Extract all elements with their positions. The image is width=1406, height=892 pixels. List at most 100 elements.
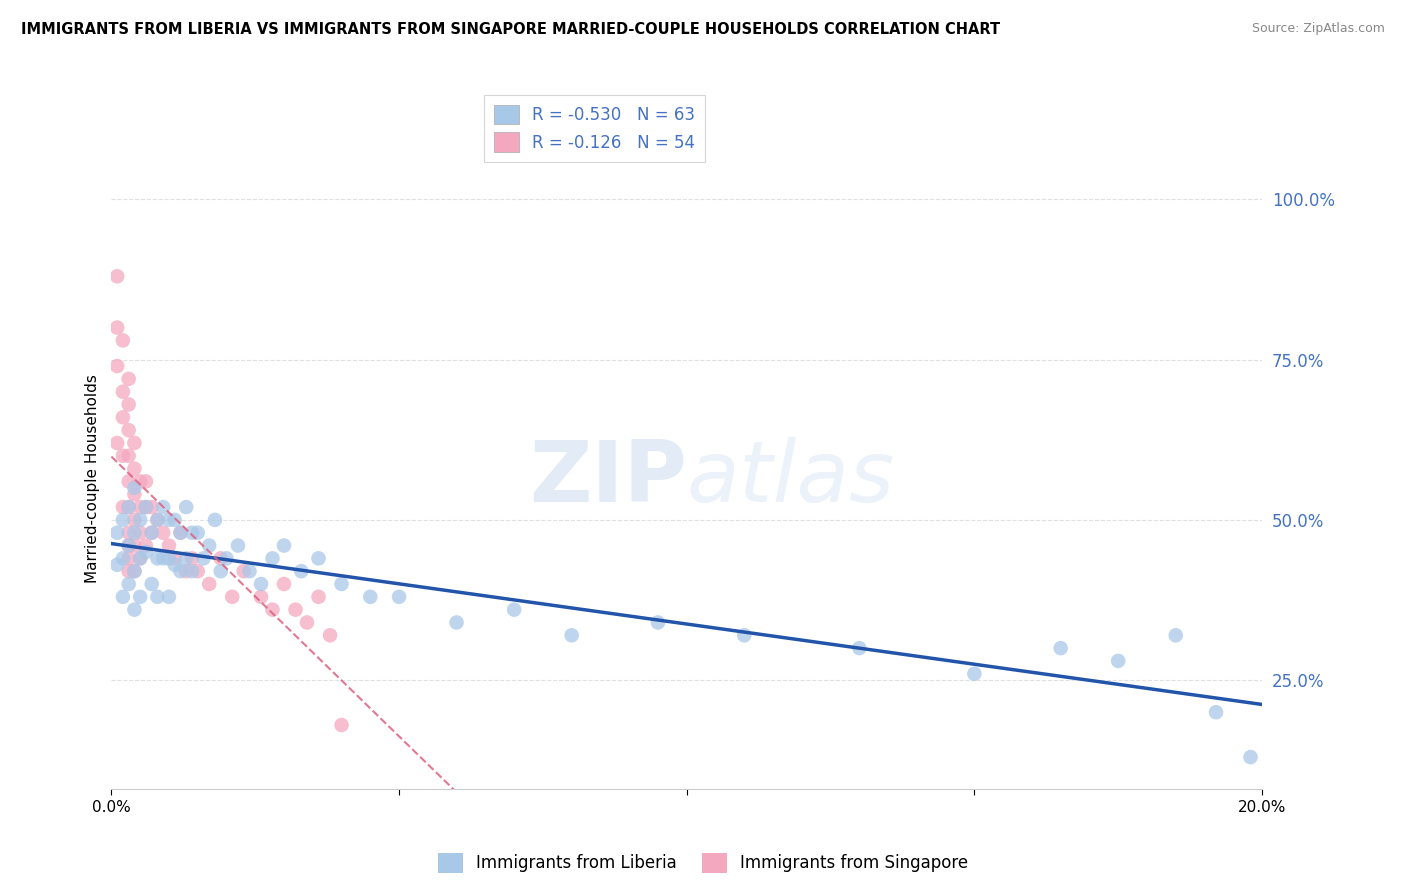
Legend: Immigrants from Liberia, Immigrants from Singapore: Immigrants from Liberia, Immigrants from… (432, 847, 974, 880)
Point (163, 513, 186, 527)
Point (1239, 750, 1261, 764)
Point (1164, 628, 1187, 642)
Point (963, 666, 986, 681)
Point (187, 525, 209, 540)
Point (848, 641, 870, 656)
Point (129, 551, 152, 566)
Point (124, 513, 146, 527)
Point (273, 539, 295, 553)
Point (561, 628, 583, 642)
Point (146, 513, 169, 527)
Point (118, 372, 141, 386)
Point (157, 590, 180, 604)
Point (308, 590, 330, 604)
Point (118, 423, 141, 437)
Point (129, 525, 152, 540)
Point (129, 513, 152, 527)
Point (1107, 654, 1129, 668)
Point (105, 525, 128, 540)
Point (446, 615, 468, 630)
Point (124, 539, 146, 553)
Point (215, 551, 238, 566)
Point (118, 539, 141, 553)
Point (174, 564, 197, 578)
Point (295, 615, 318, 630)
Point (141, 525, 163, 540)
Point (118, 564, 141, 578)
Text: IMMIGRANTS FROM LIBERIA VS IMMIGRANTS FROM SINGAPORE MARRIED-COUPLE HOUSEHOLDS C: IMMIGRANTS FROM LIBERIA VS IMMIGRANTS FR… (21, 22, 1000, 37)
Point (163, 551, 186, 566)
Point (129, 475, 152, 489)
Point (388, 590, 411, 604)
Point (146, 590, 169, 604)
Point (238, 564, 260, 578)
Point (209, 551, 232, 566)
Point (118, 551, 141, 566)
Point (118, 539, 141, 553)
Point (181, 525, 204, 540)
Point (146, 513, 169, 527)
Point (250, 577, 273, 591)
Text: atlas: atlas (686, 437, 894, 520)
Point (129, 590, 152, 604)
Point (169, 525, 191, 540)
Point (111, 513, 134, 527)
Point (330, 577, 353, 591)
Point (111, 334, 134, 348)
Point (174, 500, 197, 514)
Point (163, 558, 186, 572)
Point (733, 628, 755, 642)
Point (157, 539, 180, 553)
Point (319, 628, 342, 642)
Point (111, 449, 134, 463)
Point (262, 602, 284, 616)
Text: ZIP: ZIP (529, 437, 686, 520)
Point (141, 500, 163, 514)
Point (111, 590, 134, 604)
Point (169, 525, 191, 540)
Point (181, 564, 204, 578)
Point (1205, 705, 1227, 719)
Point (204, 513, 226, 527)
Point (169, 564, 191, 578)
Point (152, 551, 174, 566)
Point (124, 564, 146, 578)
Point (124, 602, 146, 616)
Point (198, 539, 221, 553)
Point (105, 558, 128, 572)
Point (284, 602, 307, 616)
Point (1049, 641, 1071, 656)
Point (105, 436, 128, 450)
Point (124, 461, 146, 475)
Point (135, 539, 157, 553)
Point (118, 500, 141, 514)
Point (152, 500, 174, 514)
Point (198, 577, 221, 591)
Point (157, 513, 180, 527)
Point (105, 320, 128, 334)
Point (124, 436, 146, 450)
Point (105, 359, 128, 373)
Point (330, 718, 353, 732)
Point (135, 500, 157, 514)
Point (111, 551, 134, 566)
Point (209, 564, 232, 578)
Point (135, 500, 157, 514)
Y-axis label: Married-couple Households: Married-couple Households (86, 374, 100, 582)
Point (118, 475, 141, 489)
Point (232, 564, 254, 578)
Point (503, 602, 526, 616)
Point (290, 564, 312, 578)
Point (124, 481, 146, 495)
Point (141, 577, 163, 591)
Point (359, 590, 381, 604)
Point (273, 577, 295, 591)
Text: Source: ZipAtlas.com: Source: ZipAtlas.com (1251, 22, 1385, 36)
Legend: R = -0.530   N = 63, R = -0.126   N = 54: R = -0.530 N = 63, R = -0.126 N = 54 (484, 95, 706, 161)
Point (221, 590, 243, 604)
Point (262, 551, 284, 566)
Point (647, 615, 669, 630)
Point (181, 551, 204, 566)
Point (111, 410, 134, 425)
Point (111, 500, 134, 514)
